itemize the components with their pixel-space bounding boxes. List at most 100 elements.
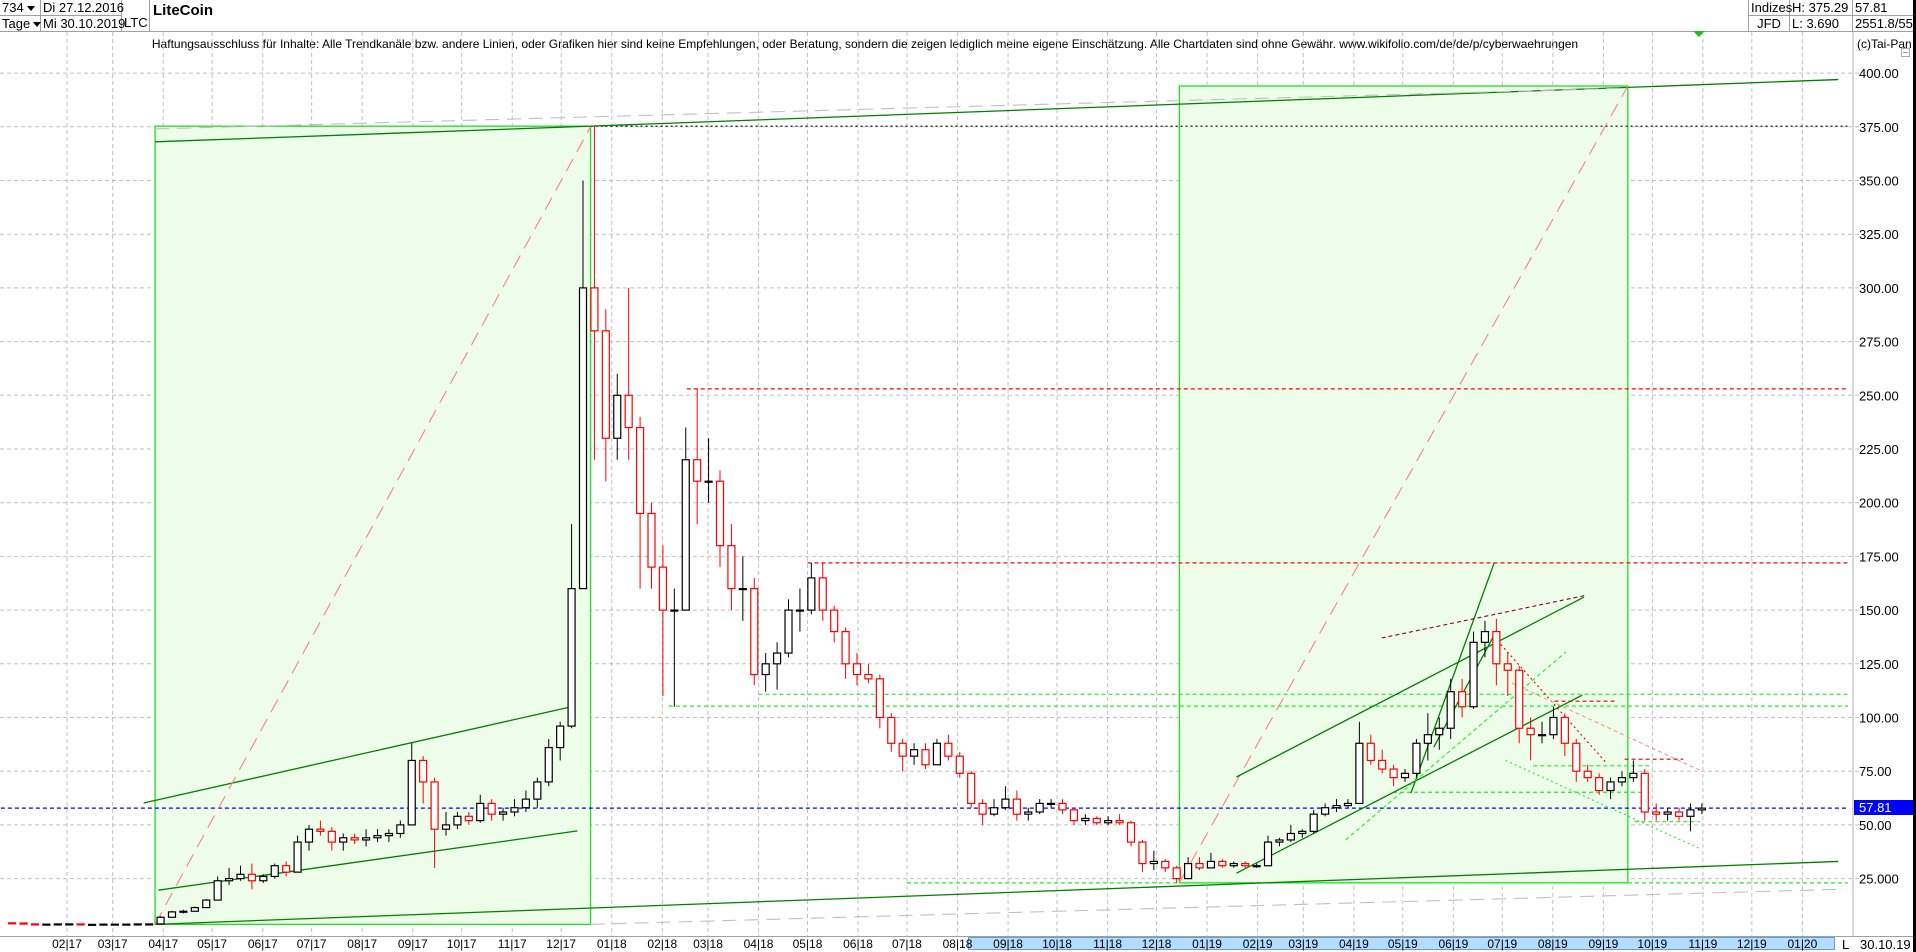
candle <box>989 799 999 817</box>
candle-body <box>887 716 896 744</box>
period-value: Tage <box>2 16 31 31</box>
price-tick-label: 50.00 <box>1859 818 1892 833</box>
candle-body <box>898 742 907 757</box>
trend-line <box>155 87 1628 130</box>
date-tick-label: 01|19 <box>1192 937 1222 951</box>
candle <box>1663 807 1672 821</box>
candle-body <box>1172 867 1181 880</box>
candle-body <box>852 663 862 676</box>
candle <box>556 721 565 761</box>
candle <box>8 922 17 925</box>
period-dropdown[interactable]: Tage <box>0 16 41 32</box>
candle-body <box>1298 830 1307 835</box>
candle <box>761 653 770 692</box>
disclaimer-text: Haftungsausschluss für Inhalte: Alle Tre… <box>151 37 1579 51</box>
candle-body <box>1321 807 1330 815</box>
candle-body <box>1583 770 1592 779</box>
candle-body <box>613 394 622 439</box>
candle <box>1252 863 1261 868</box>
candle-body <box>65 923 74 926</box>
candle <box>487 799 496 821</box>
candle <box>304 824 314 851</box>
candle-body <box>476 802 485 822</box>
candle <box>510 799 519 817</box>
candle-body <box>590 287 599 332</box>
candle-body <box>944 742 953 757</box>
date-tick-label: 05|18 <box>793 937 823 951</box>
date-tick-label: 01|18 <box>597 937 627 951</box>
candle <box>453 812 462 830</box>
candle <box>704 438 713 503</box>
candle-body <box>841 630 850 665</box>
candle <box>247 863 257 890</box>
candle-body <box>1035 802 1044 813</box>
candle-body <box>1686 809 1695 817</box>
candle <box>658 545 668 697</box>
candle <box>42 923 51 926</box>
chart-title: LiteCoin <box>153 2 213 19</box>
candle-body <box>1309 813 1318 832</box>
candle <box>967 771 976 808</box>
candle <box>955 751 964 778</box>
candle-body <box>1275 839 1284 843</box>
candle-body <box>419 759 428 783</box>
visible-range-scrollbar[interactable] <box>968 937 1835 950</box>
current-date-marker-icon[interactable] <box>1693 31 1705 37</box>
candle-body <box>1492 630 1501 665</box>
candle <box>647 502 656 589</box>
candle <box>1343 799 1353 808</box>
candle <box>1686 803 1695 832</box>
trend-line <box>1345 651 1567 841</box>
price-tick-label: 75.00 <box>1859 764 1892 779</box>
extra-value: 2551.8/55 <box>1853 16 1916 32</box>
candle-body <box>1104 820 1113 824</box>
date-to[interactable]: Mi 30.10.2019 <box>41 16 126 32</box>
candle <box>1309 809 1318 834</box>
candle-body <box>293 841 302 873</box>
candle <box>1400 769 1410 782</box>
candle-body <box>213 880 222 901</box>
candle <box>30 923 40 926</box>
candle <box>1583 764 1592 782</box>
candle-body <box>727 545 736 590</box>
candle-body <box>156 916 165 925</box>
candle-body <box>396 824 405 835</box>
candle-body <box>556 725 565 749</box>
candle-body <box>190 906 199 912</box>
collapse-button[interactable] <box>1901 48 1910 57</box>
candle-body <box>19 922 28 925</box>
candle <box>145 923 154 926</box>
candle <box>1595 773 1604 795</box>
candle <box>1458 678 1467 718</box>
candle <box>1184 857 1193 880</box>
candle <box>282 861 291 877</box>
candle-body <box>830 609 839 633</box>
candle-body <box>430 781 439 830</box>
candle-body <box>1184 862 1193 880</box>
date-tick-label: 04|19 <box>1339 937 1369 951</box>
candle <box>373 829 382 843</box>
candle <box>1366 734 1375 765</box>
candle-body <box>1435 727 1444 736</box>
candle <box>1606 777 1615 800</box>
candle-body <box>133 923 142 926</box>
trend-line <box>154 126 592 925</box>
candle <box>202 899 211 909</box>
date-from[interactable]: Di 27.12.2016 <box>41 0 124 16</box>
candle-body <box>647 512 656 568</box>
candle <box>1012 790 1021 821</box>
candle <box>1617 771 1627 787</box>
candle-body <box>350 837 359 841</box>
scale-mode-button[interactable]: L <box>1842 937 1850 952</box>
date-tick-label: 01|20 <box>1787 937 1817 951</box>
drawing-boxes <box>154 85 1629 926</box>
candle <box>1035 799 1044 815</box>
candle-body <box>1115 820 1124 824</box>
candle-body <box>1263 841 1273 867</box>
toolbar: 734 Tage Di 27.12.2016 Mi 30.10.2019 LTC… <box>0 0 1916 32</box>
candle-body <box>1149 860 1158 865</box>
candle <box>1058 799 1067 815</box>
candle <box>65 923 74 926</box>
candle-body <box>693 459 702 482</box>
